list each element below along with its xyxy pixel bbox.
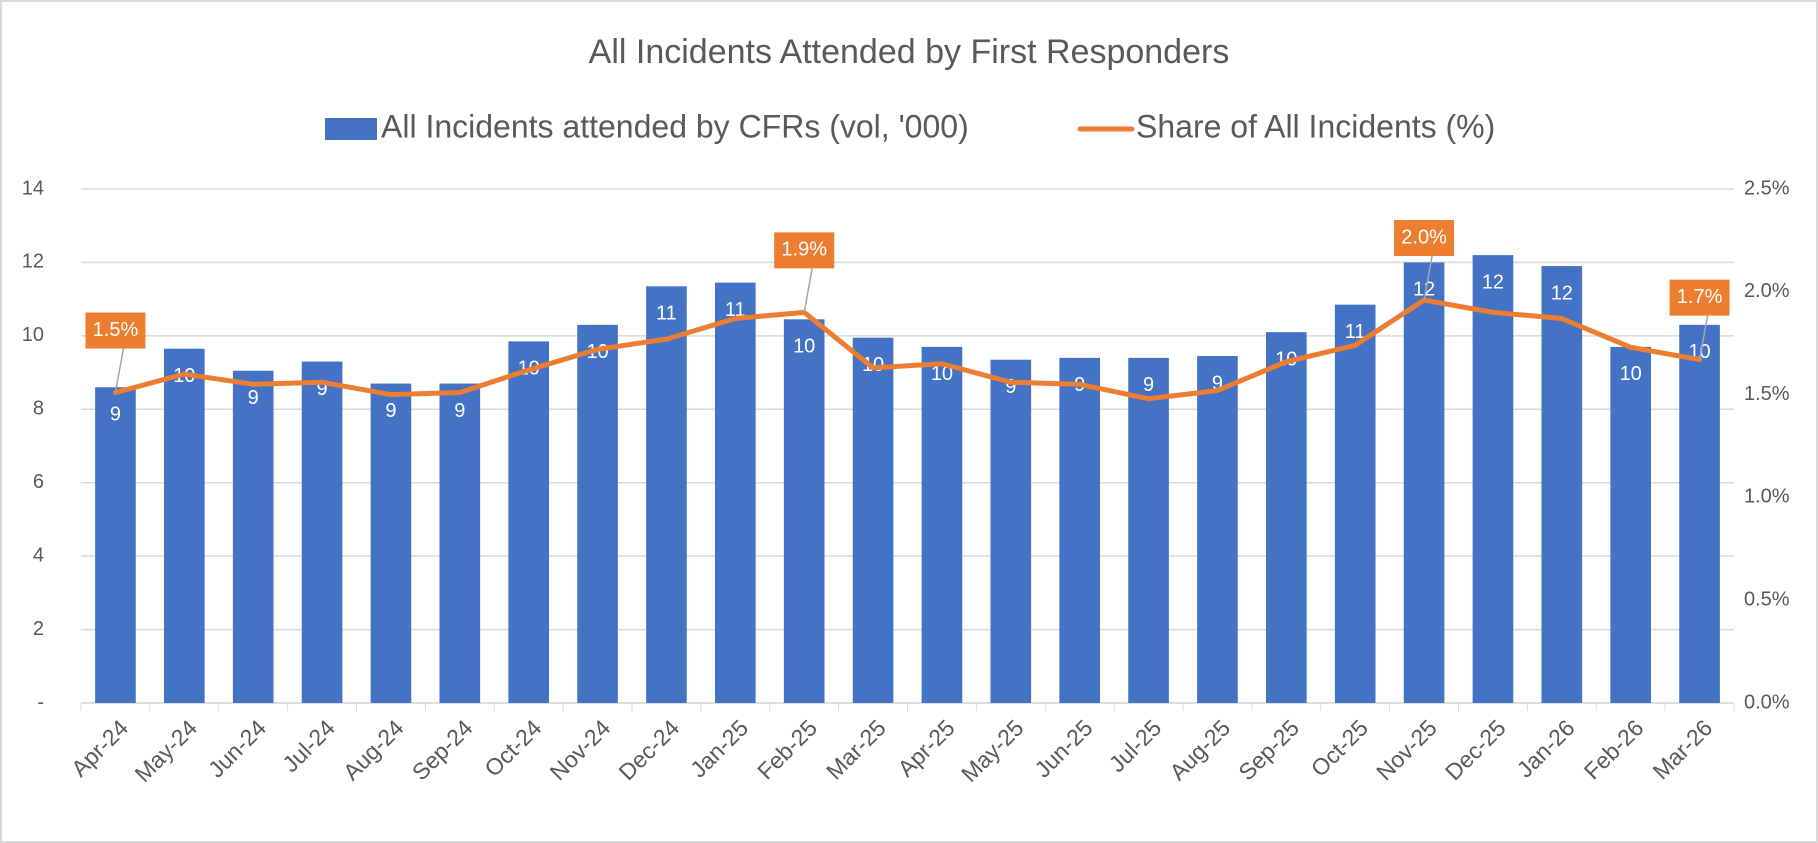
leader-line	[114, 348, 125, 393]
bar	[163, 348, 205, 703]
bar	[990, 359, 1032, 703]
bar-value-label: 9	[385, 400, 396, 422]
label-box	[774, 232, 835, 269]
line	[112, 297, 1703, 402]
bar-value-label: 11	[656, 303, 677, 325]
bar	[1472, 255, 1514, 704]
y-tick-label: 14	[22, 177, 44, 199]
y-tick-label: 12	[22, 251, 44, 273]
bar	[577, 324, 618, 703]
y-tick-label: 4	[33, 544, 44, 566]
line-value-label: 1.9%	[781, 239, 827, 261]
line-value-label: 1.5%	[93, 319, 139, 341]
bar	[232, 370, 274, 703]
bar	[439, 383, 481, 703]
bar	[1610, 346, 1652, 703]
y2-tick-label: 2.0%	[1744, 280, 1790, 302]
bar-value-label: 9	[454, 400, 465, 422]
y-tick-label: -	[37, 691, 44, 713]
bar-value-label: 11	[1345, 321, 1366, 343]
label-box	[1394, 220, 1455, 257]
label-box	[85, 312, 146, 349]
bar	[1541, 266, 1583, 703]
bar	[714, 282, 756, 703]
bar-value-label: 9	[1212, 372, 1223, 394]
bar-value-label: 11	[725, 299, 746, 321]
bar	[1059, 357, 1101, 703]
legend-swatch	[325, 118, 377, 140]
leader-line	[1698, 315, 1709, 360]
y-tick-label: 6	[33, 471, 44, 493]
y2-tick-label: 2.5%	[1744, 177, 1790, 199]
line-value-label: 2.0%	[1401, 226, 1447, 248]
bar	[852, 337, 894, 703]
bar	[1197, 356, 1238, 703]
bar	[301, 361, 343, 703]
bar	[95, 387, 136, 703]
y2-tick-label: 0.0%	[1744, 691, 1790, 713]
bar	[1403, 262, 1445, 703]
bar-value-label: 10	[1620, 363, 1642, 385]
bar-value-label: 9	[248, 387, 259, 409]
y-tick-label: 10	[22, 324, 44, 346]
bar-value-label: 9	[1143, 374, 1154, 396]
bar-value-label: 12	[1413, 279, 1435, 301]
chart-title: All Incidents Attended by First Responde…	[589, 33, 1230, 71]
bar-value-label: 9	[1005, 376, 1016, 398]
bar	[508, 341, 550, 703]
legend-label: All Incidents attended by CFRs (vol, '00…	[381, 108, 969, 144]
bar	[1334, 304, 1376, 703]
y-tick-label: 2	[33, 618, 44, 640]
label-box	[1669, 279, 1730, 316]
bar	[783, 319, 825, 703]
bar	[1128, 357, 1169, 703]
bar	[1679, 324, 1720, 703]
bar-value-label: 10	[793, 336, 815, 358]
bar-value-label: 9	[317, 378, 328, 400]
bar	[1265, 332, 1307, 703]
bar-value-label: 12	[1551, 282, 1573, 304]
bar-value-label: 10	[931, 363, 953, 385]
bar	[646, 286, 687, 703]
leader-line	[803, 268, 813, 313]
bar-value-label: 9	[110, 404, 121, 426]
bar	[921, 346, 963, 703]
y-tick-label: 8	[33, 398, 44, 420]
bar-value-label: 12	[1482, 271, 1504, 293]
leader-line	[1423, 255, 1433, 301]
y2-tick-label: 0.5%	[1744, 588, 1790, 610]
y2-tick-label: 1.0%	[1744, 486, 1790, 508]
y2-tick-label: 1.5%	[1744, 383, 1790, 405]
bar	[370, 383, 412, 703]
legend-label: Share of All Incidents (%)	[1136, 108, 1495, 144]
line-value-label: 1.7%	[1677, 286, 1723, 308]
